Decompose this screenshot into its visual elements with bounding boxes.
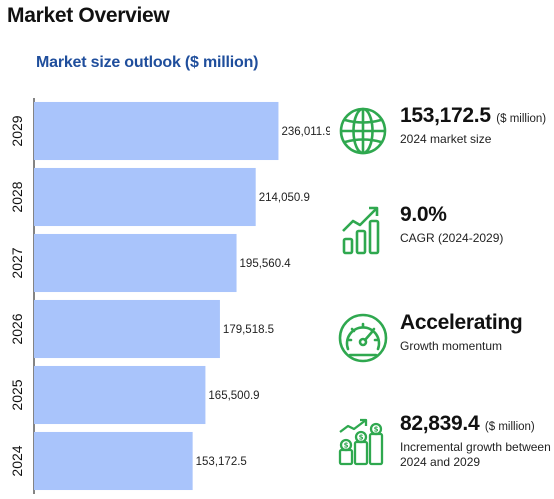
bar-2028	[34, 167, 256, 227]
kpi-label: Incremental growth between 2024 and 2029	[400, 440, 551, 469]
kpi-unit: ($ million)	[496, 113, 547, 125]
category-label-2028: 2028	[9, 181, 25, 212]
bar-2029	[34, 101, 279, 161]
bar-2026	[34, 299, 220, 359]
kpi-label: 2024 market size	[400, 132, 492, 146]
svg-text:$: $	[344, 442, 349, 450]
category-label-2026: 2026	[9, 313, 25, 344]
money-growth-icon: $ $ $	[338, 418, 384, 466]
category-label-2029: 2029	[9, 115, 25, 146]
value-label-2026: 179,518.5	[223, 324, 274, 336]
category-label-2027: 2027	[9, 247, 25, 278]
kpi-growth-momentum: Accelerating Growth momentum	[336, 311, 551, 391]
gauge-icon	[338, 313, 388, 363]
svg-text:$: $	[359, 434, 364, 442]
value-label-2025: 165,500.9	[208, 390, 259, 402]
kpi-value: Accelerating	[400, 311, 523, 334]
value-label-2029: 236,011.9	[281, 126, 330, 138]
kpi-market-size: 153,172.5 ($ million) 2024 market size	[336, 104, 551, 184]
globe-icon	[339, 107, 387, 155]
value-label-2028: 214,050.9	[259, 192, 310, 204]
value-label-2027: 195,560.4	[240, 258, 292, 270]
chart-title: Market size outlook ($ million)	[36, 54, 259, 71]
category-label-2024: 2024	[9, 445, 25, 476]
svg-text:$: $	[374, 426, 379, 434]
market-size-bar-chart: 236,011.9 2029 214,050.9 2028 195,560.4 2027 1…	[9, 98, 330, 494]
bar-2025	[34, 365, 206, 425]
kpi-value: 153,172.5 ($ million)	[400, 104, 547, 127]
kpi-cagr: 9.0% CAGR (2024-2029)	[336, 203, 551, 283]
kpi-unit: ($ million)	[484, 421, 535, 433]
kpi-label: CAGR (2024-2029)	[400, 231, 504, 245]
page-title: Market Overview	[7, 4, 170, 27]
bar-2024	[34, 431, 193, 491]
kpi-value: 82,839.4 ($ million)	[400, 412, 535, 435]
value-label-2024: 153,172.5	[196, 456, 247, 468]
category-label-2025: 2025	[9, 379, 25, 410]
kpi-value: 9.0%	[400, 203, 447, 226]
growth-chart-icon	[342, 206, 380, 255]
kpi-incremental-growth: $ $ $ 82,839.4 ($ million) Incremental g…	[336, 412, 551, 492]
kpi-label: Growth momentum	[400, 339, 503, 353]
bar-2027	[34, 233, 237, 293]
